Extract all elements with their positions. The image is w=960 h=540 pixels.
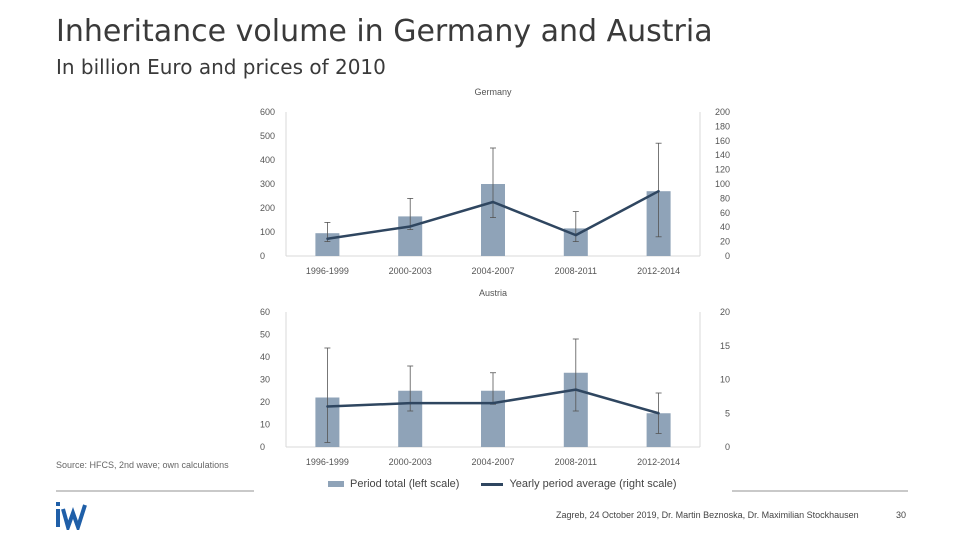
footer-text: Zagreb, 24 October 2019, Dr. Martin Bezn… [556,510,859,520]
slide-subtitle: In billion Euro and prices of 2010 [56,55,386,79]
chart-0-line-point [657,190,660,193]
chart-1-line-point [326,405,329,408]
chart-0-right-tick: 120 [715,165,730,175]
chart-0-right-tick: 0 [725,251,730,261]
chart-0-right-tick: 80 [720,193,730,203]
chart-legend: Period total (left scale) Yearly period … [328,478,677,490]
chart-0-category-label: 2000-2003 [389,266,432,276]
germany-chart: Germany 0 100 200 300 400 500 600 0 20 40 60 80 100 12… [260,87,730,276]
chart-1-right-tick: 5 [725,408,730,418]
chart-1-right-tick: 15 [720,341,730,351]
page-number: 30 [896,510,907,520]
chart-0-right-tick: 100 [715,179,730,189]
source-note: Source: HFCS, 2nd wave; own calculations [56,460,229,470]
chart-0-right-tick: 200 [715,107,730,117]
chart-0-right-tick: 40 [720,222,730,232]
chart-0-left-tick: 600 [260,107,275,117]
chart-1-left-tick: 50 [260,330,270,340]
iw-logo: iW [56,502,87,530]
chart-0-left-tick: 100 [260,227,275,237]
chart-0-left-tick: 500 [260,131,275,141]
chart-1-left-tick: 20 [260,397,270,407]
chart-1-left-tick: 10 [260,420,270,430]
chart-0-title: Germany [474,87,512,97]
chart-1-line-point [574,388,577,391]
chart-0-line-point [326,237,329,240]
legend-line-swatch [481,482,504,486]
chart-1-category-label: 2012-2014 [637,457,680,467]
chart-0-line-point [574,233,577,237]
legend-bar-label: Period total (left scale) [350,478,460,490]
chart-0-category-label: 2004-2007 [471,266,514,276]
chart-0-left-tick: 0 [260,251,265,261]
chart-0-right-tick: 160 [715,136,730,146]
chart-1-line-point [657,412,660,415]
chart-1-category-label: 2004-2007 [471,457,514,467]
chart-1-title: Austria [479,288,507,298]
chart-1-left-tick: 60 [260,307,270,317]
chart-0-line-point [491,200,495,204]
divider-left [56,490,254,492]
chart-1-line-point [409,401,412,405]
chart-1-line-point [491,401,495,405]
chart-0-right-tick: 20 [720,237,730,247]
chart-1-category-label: 1996-1999 [306,457,349,467]
chart-1-category-label: 2000-2003 [389,457,432,467]
chart-1-right-tick: 10 [720,375,730,385]
chart-0-category-label: 1996-1999 [306,266,349,276]
austria-chart: Austria 0 10 20 30 40 50 60 0 5 10 15 20 1996-1999 200… [260,288,730,467]
divider-right [732,490,908,492]
legend-bar-swatch [328,481,344,487]
chart-0-right-tick: 140 [715,150,730,160]
slide-title: Inheritance volume in Germany and Austri… [56,14,713,49]
chart-0-left-tick: 200 [260,203,275,213]
chart-0-category-label: 2012-2014 [637,266,680,276]
chart-1-left-tick: 30 [260,375,270,385]
chart-0-right-tick: 60 [720,208,730,218]
chart-1-right-tick: 0 [725,442,730,452]
chart-1-left-tick: 0 [260,442,265,452]
chart-1-category-label: 2008-2011 [555,457,597,467]
chart-0-left-tick: 300 [260,179,275,189]
chart-0-line-point [409,225,412,228]
chart-1-left-tick: 40 [260,352,270,362]
legend-line-label: Yearly period average (right scale) [509,478,677,490]
chart-0-category-label: 2008-2011 [555,266,597,276]
chart-0-left-tick: 400 [260,155,275,165]
chart-1-right-tick: 20 [720,307,730,317]
chart-0-right-tick: 180 [715,121,730,131]
